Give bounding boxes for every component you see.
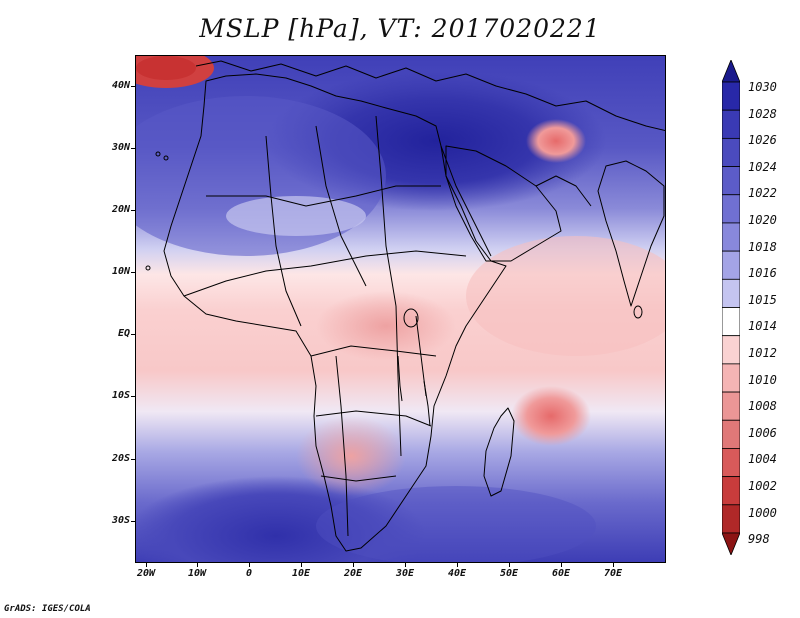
colorbar-label: 1002 <box>748 479 777 493</box>
colorbar-label: 1030 <box>748 80 777 94</box>
colorbar-label: 1012 <box>748 346 777 360</box>
lon-label-30e: 30E <box>395 568 415 579</box>
colorbar-swatch <box>722 448 740 478</box>
colorbar-label: 1008 <box>748 399 777 414</box>
colorbar-label: 1000 <box>748 505 777 520</box>
colorbar-swatch <box>722 137 740 167</box>
pressure-field-map <box>136 56 665 562</box>
map-title: MSLP [hPa], VT: 2017020221 <box>199 14 601 43</box>
colorbar-label: 998 <box>748 532 770 547</box>
colorbar-swatch <box>722 278 740 308</box>
map-plot-area[interactable] <box>135 55 666 563</box>
colorbar-swatch <box>722 476 740 506</box>
colorbar-swatch <box>722 109 740 139</box>
colorbar-swatch <box>722 250 740 280</box>
lat-label-eq: EQ <box>117 328 130 339</box>
lat-label-30s: 30S <box>111 515 130 526</box>
colorbar-label: 1028 <box>748 106 777 121</box>
colorbar-label: 1006 <box>748 425 777 440</box>
colorbar-label: 1016 <box>748 266 777 281</box>
lon-label-60e: 60E <box>551 568 571 579</box>
colorbar-bottom-arrow <box>722 532 740 555</box>
lat-label-20n: 20N <box>111 204 130 215</box>
colorbar-swatch <box>722 307 740 337</box>
colorbar-swatch <box>722 222 740 252</box>
lat-label-10s: 10S <box>111 390 130 401</box>
lon-label-20w: 20W <box>136 568 156 579</box>
lat-label-40n: 40N <box>111 80 130 91</box>
lat-label-10n: 10N <box>111 266 130 277</box>
lon-label-40e: 40E <box>447 568 467 579</box>
colorbar-label: 1010 <box>748 372 777 387</box>
grads-credit: GrADS: IGES/COLA <box>4 604 91 614</box>
colorbar-swatch <box>722 363 740 393</box>
lat-label-30n: 30N <box>111 142 130 153</box>
colorbar-label: 1022 <box>748 186 777 201</box>
lon-label-70e: 70E <box>603 568 623 579</box>
colorbar-swatch <box>722 504 740 534</box>
lon-label-20e: 20E <box>343 568 363 579</box>
lon-label-10w: 10W <box>187 568 207 579</box>
colorbar-label: 1024 <box>748 159 777 174</box>
lon-label-0: 0 <box>245 568 253 579</box>
colorbar-label: 1014 <box>748 319 777 334</box>
colorbar-top-arrow <box>722 60 740 83</box>
coastlines-and-borders <box>145 60 665 552</box>
colorbar-swatch <box>722 81 740 111</box>
colorbar-label: 1018 <box>748 239 777 254</box>
lat-label-20s: 20S <box>111 453 130 464</box>
colorbar-label: 1026 <box>748 133 777 148</box>
colorbar-swatch <box>722 335 740 365</box>
colorbar-legend <box>722 60 740 555</box>
lon-label-10e: 10E <box>291 568 311 579</box>
colorbar-swatch <box>722 166 740 196</box>
colorbar-label: 1004 <box>748 452 777 467</box>
colorbar-swatch <box>722 194 740 224</box>
colorbar-swatch <box>722 419 740 449</box>
colorbar-swatch <box>722 391 740 421</box>
colorbar-label: 1020 <box>748 213 777 227</box>
lon-label-50e: 50E <box>499 568 519 579</box>
colorbar-label: 1015 <box>748 292 777 307</box>
